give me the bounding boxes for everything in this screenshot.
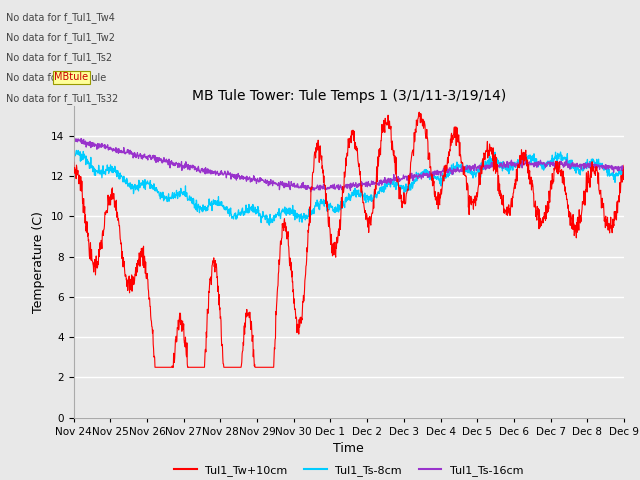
Text: No data for f_Tul1_Tw4: No data for f_Tul1_Tw4 (6, 12, 115, 23)
Legend: Tul1_Tw+10cm, Tul1_Ts-8cm, Tul1_Ts-16cm: Tul1_Tw+10cm, Tul1_Ts-8cm, Tul1_Ts-16cm (170, 461, 528, 480)
Title: MB Tule Tower: Tule Temps 1 (3/1/11-3/19/14): MB Tule Tower: Tule Temps 1 (3/1/11-3/19… (191, 89, 506, 103)
X-axis label: Time: Time (333, 442, 364, 455)
Y-axis label: Temperature (C): Temperature (C) (32, 211, 45, 312)
Text: No data for f_Tul1_Ts32: No data for f_Tul1_Ts32 (6, 93, 118, 104)
Text: No data for f_Tul1_Ts2: No data for f_Tul1_Ts2 (6, 52, 113, 63)
Text: No data for f_MBtule: No data for f_MBtule (6, 72, 107, 84)
Text: MBtule: MBtule (54, 72, 88, 83)
Text: No data for f_Tul1_Tw2: No data for f_Tul1_Tw2 (6, 32, 115, 43)
